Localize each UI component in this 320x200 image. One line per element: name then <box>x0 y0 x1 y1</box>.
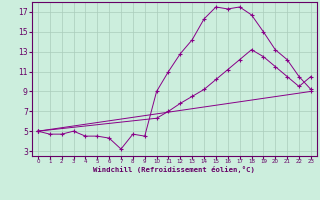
X-axis label: Windchill (Refroidissement éolien,°C): Windchill (Refroidissement éolien,°C) <box>93 166 255 173</box>
